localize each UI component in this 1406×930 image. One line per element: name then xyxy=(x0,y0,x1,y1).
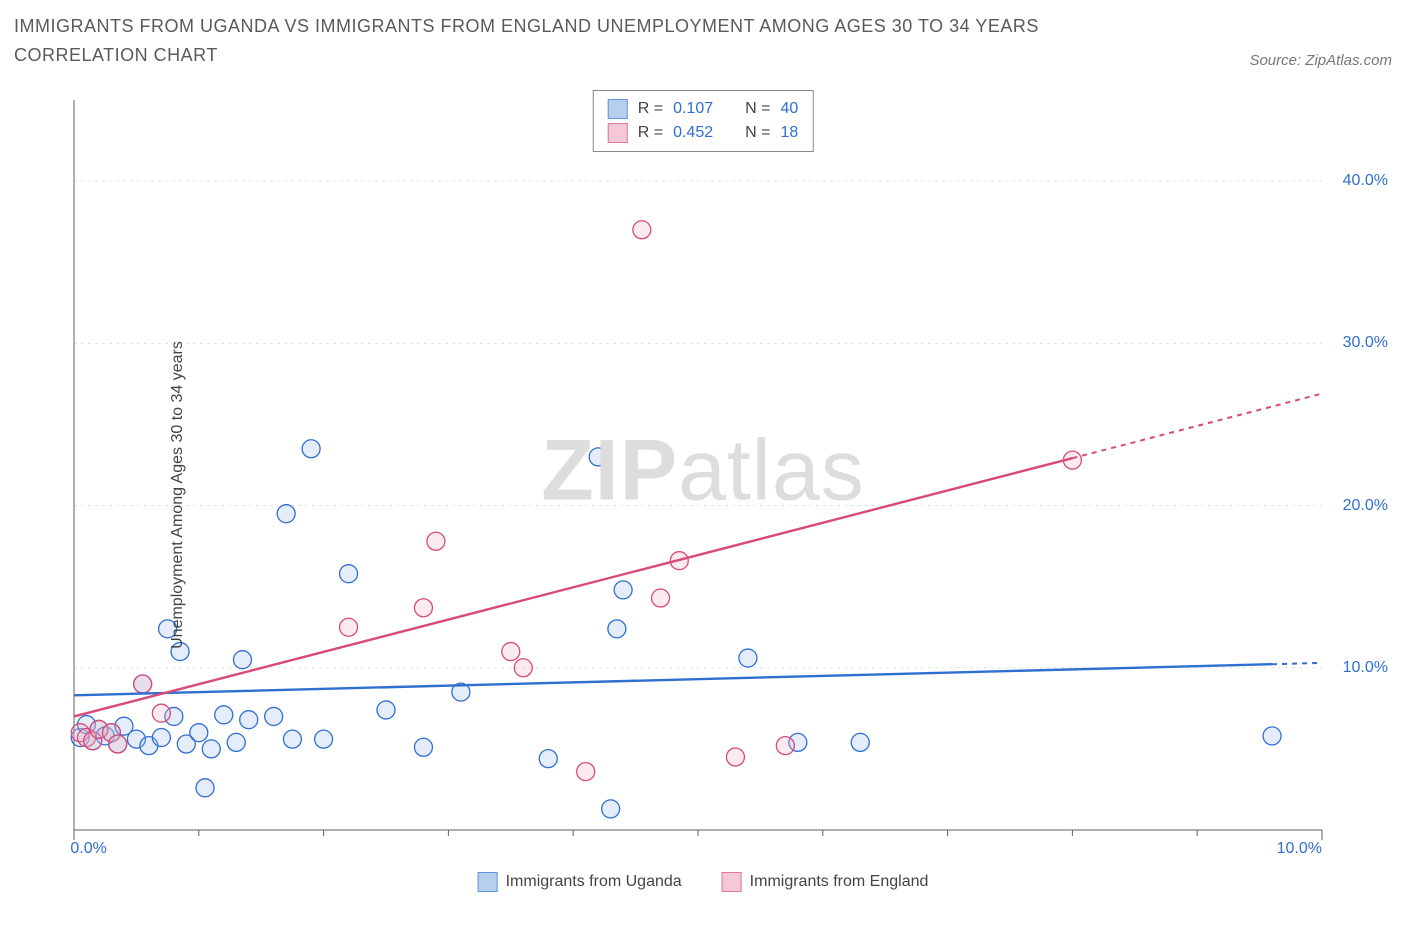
chart-title: IMMIGRANTS FROM UGANDA VS IMMIGRANTS FRO… xyxy=(14,12,1114,70)
legend-swatch xyxy=(608,99,628,119)
chart-header: IMMIGRANTS FROM UGANDA VS IMMIGRANTS FRO… xyxy=(14,12,1392,70)
stats-legend-row: R =0.452N =18 xyxy=(608,121,799,145)
y-tick-label: 40.0% xyxy=(1343,172,1388,190)
y-tick-label: 30.0% xyxy=(1343,334,1388,352)
x-tick-labels: 0.0%10.0% xyxy=(74,840,1332,860)
legend-item: Immigrants from Uganda xyxy=(478,872,682,892)
legend-swatch xyxy=(722,872,742,892)
legend-item: Immigrants from England xyxy=(722,872,929,892)
scatter-plot xyxy=(14,90,1392,900)
chart-area: Unemployment Among Ages 30 to 34 years Z… xyxy=(14,90,1392,900)
x-tick-label: 10.0% xyxy=(1277,840,1322,858)
source-attribution: Source: ZipAtlas.com xyxy=(1249,52,1392,69)
y-tick-labels: 10.0% 20.0% 30.0% 40.0% xyxy=(1328,100,1388,830)
stats-legend: R =0.107N =40R =0.452N =18 xyxy=(593,90,814,152)
series-legend: Immigrants from Uganda Immigrants from En… xyxy=(478,872,929,892)
x-tick-label: 0.0% xyxy=(70,840,106,858)
y-axis-title: Unemployment Among Ages 30 to 34 years xyxy=(169,341,187,649)
legend-swatch xyxy=(608,123,628,143)
stats-legend-row: R =0.107N =40 xyxy=(608,97,799,121)
legend-label: Immigrants from Uganda xyxy=(506,873,682,891)
legend-label: Immigrants from England xyxy=(750,873,929,891)
y-tick-label: 10.0% xyxy=(1343,659,1388,677)
y-tick-label: 20.0% xyxy=(1343,497,1388,515)
legend-swatch xyxy=(478,872,498,892)
